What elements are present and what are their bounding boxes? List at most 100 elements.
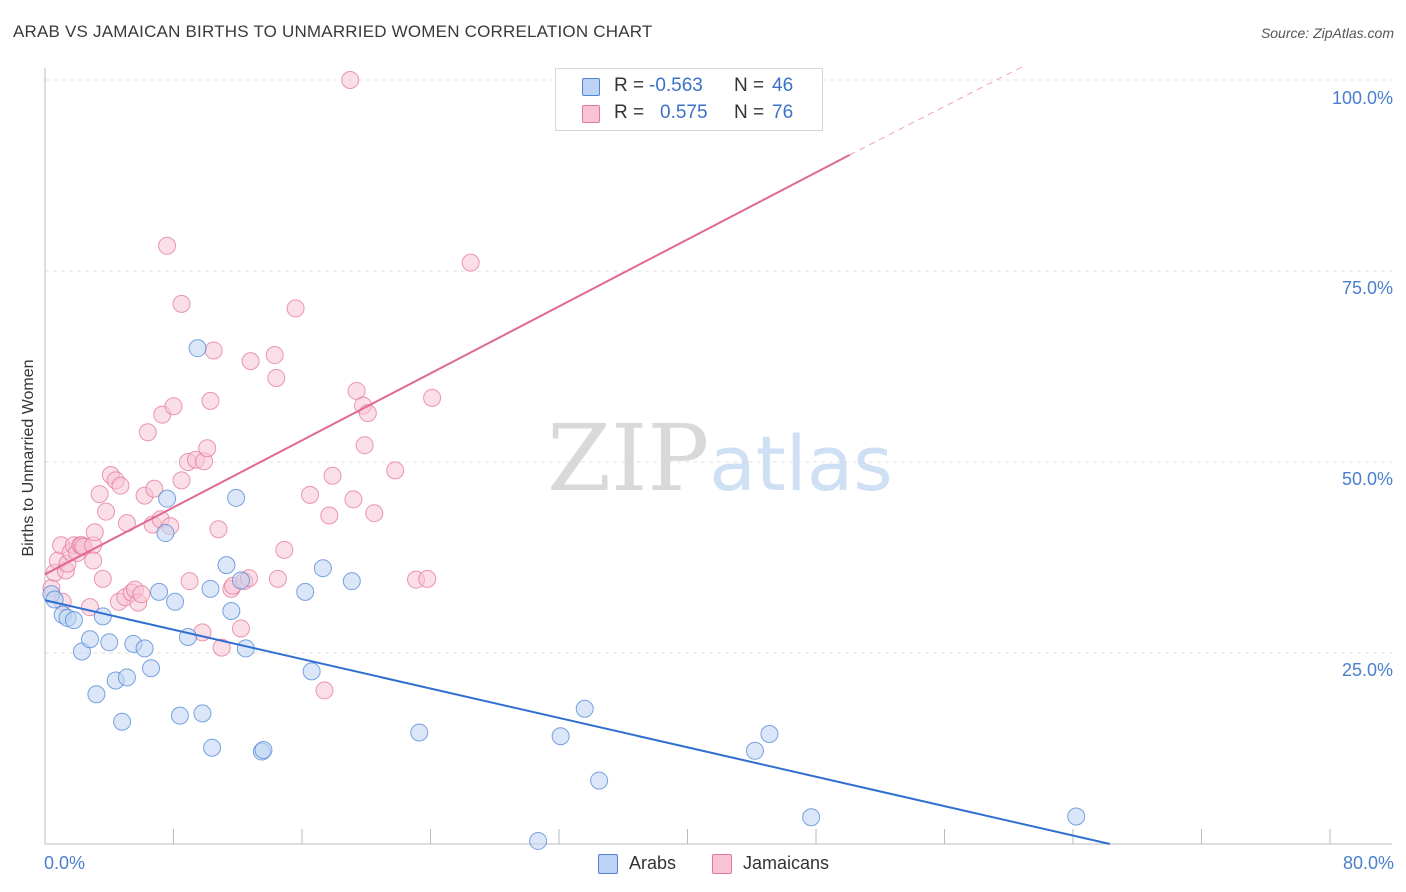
arabs-points	[42, 339, 1086, 850]
grid	[45, 79, 1392, 654]
jamaicans-point	[423, 388, 442, 407]
arabs-point	[193, 704, 212, 723]
jamaicans-point	[138, 423, 157, 442]
correlation-legend: R = -0.563 N = 46 R = 0.575 N = 76	[555, 68, 823, 131]
arabs-point	[93, 607, 112, 626]
jamaicans-point	[268, 569, 287, 588]
arabs-point	[227, 488, 246, 507]
arabs-point	[575, 699, 594, 718]
arabs-point	[551, 727, 570, 746]
arabs-point	[188, 339, 207, 358]
jamaicans-point	[180, 572, 199, 591]
jamaicans-point	[90, 485, 109, 504]
arabs-point	[87, 685, 106, 704]
jamaicans-point	[461, 253, 480, 272]
jamaicans-point	[355, 436, 374, 455]
arabs-point	[158, 489, 177, 508]
legend-row-arabs: R = -0.563 N = 46	[556, 75, 822, 99]
arabs-point	[590, 771, 609, 790]
arabs-point	[231, 571, 250, 590]
jamaicans-point	[212, 638, 231, 657]
jamaicans-point	[365, 504, 384, 523]
chart-title: ARAB VS JAMAICAN BIRTHS TO UNMARRIED WOM…	[13, 22, 653, 41]
jamaicans-trend-line	[44, 153, 851, 576]
jamaicans-point	[275, 540, 294, 559]
arabs-point	[142, 659, 161, 678]
y-tick-label: 50.0%	[1341, 469, 1393, 489]
jamaicans-legend-swatch	[712, 854, 732, 874]
jamaicans-point	[164, 397, 183, 416]
arabs-point	[1067, 807, 1086, 826]
jamaicans-swatch	[582, 105, 600, 123]
jamaicans-trend-extension	[849, 65, 1026, 156]
jamaicans-point	[286, 299, 305, 318]
arabs-point	[80, 630, 99, 649]
y-tick-label: 100.0%	[1331, 88, 1393, 108]
arabs-point	[217, 556, 236, 575]
jamaicans-point	[301, 485, 320, 504]
jamaicans-legend-label: Jamaicans	[743, 853, 830, 873]
jamaicans-point	[172, 471, 191, 490]
r-label: R =	[614, 102, 645, 123]
arabs-point	[410, 723, 429, 742]
y-tick-label: 25.0%	[1341, 660, 1393, 680]
arabs-point	[254, 741, 273, 760]
jamaicans-point	[97, 502, 116, 521]
n-label: N =	[734, 102, 765, 123]
arabs-point	[150, 582, 169, 601]
arabs-point	[313, 559, 332, 578]
jamaicans-point	[241, 352, 260, 371]
arabs-point	[342, 572, 361, 591]
jamaicans-point	[386, 461, 405, 480]
jamaicans-point	[85, 523, 104, 542]
y-tick-label: 75.0%	[1341, 278, 1393, 298]
arabs-point	[203, 738, 222, 757]
arabs-swatch	[582, 78, 600, 96]
arabs-point	[113, 712, 132, 731]
jamaicans-point	[158, 236, 177, 255]
jamaicans-point	[231, 619, 250, 638]
arabs-point	[802, 808, 821, 827]
jamaicans-point	[265, 346, 284, 365]
x-tick-label-min: 0.0%	[44, 853, 86, 873]
arabs-point	[135, 639, 154, 658]
r-label: R =	[614, 75, 645, 96]
jamaicans-point	[315, 681, 334, 700]
arabs-point	[100, 633, 119, 652]
arabs-point	[201, 579, 220, 598]
jamaicans-point	[323, 466, 342, 485]
jamaicans-point	[145, 479, 164, 498]
arabs-point	[302, 662, 321, 681]
arabs-point	[170, 706, 189, 725]
arabs-point	[760, 724, 779, 743]
trend-lines	[44, 65, 1111, 845]
arabs-point	[296, 582, 315, 601]
jamaicans-point	[201, 391, 220, 410]
jamaicans-r-value: 0.575	[660, 102, 708, 123]
arabs-point	[222, 601, 241, 620]
x-tick-label-max: 80.0%	[1342, 853, 1394, 873]
jamaicans-point	[204, 341, 223, 360]
arabs-point	[117, 668, 136, 687]
n-label: N =	[734, 75, 765, 96]
arabs-point	[166, 592, 185, 611]
arabs-n-value: 46	[772, 75, 794, 96]
watermark-zip: ZIP	[547, 405, 709, 512]
arabs-legend-label: Arabs	[629, 853, 677, 873]
jamaicans-point	[93, 569, 112, 588]
legend-row-jamaicans: R = 0.575 N = 76	[556, 102, 822, 126]
jamaicans-point	[172, 294, 191, 313]
jamaicans-point	[84, 551, 103, 570]
x-axis	[44, 68, 1392, 845]
arabs-point	[64, 611, 83, 630]
watermark: ZIPatlas	[547, 405, 893, 512]
jamaicans-n-value: 76	[772, 102, 794, 123]
arabs-point	[45, 590, 64, 609]
arabs-point	[745, 741, 764, 760]
jamaicans-point	[209, 520, 228, 539]
jamaicans-point	[267, 368, 286, 387]
jamaicans-point	[111, 476, 130, 495]
arabs-point	[156, 524, 175, 543]
arabs-point	[529, 831, 548, 850]
